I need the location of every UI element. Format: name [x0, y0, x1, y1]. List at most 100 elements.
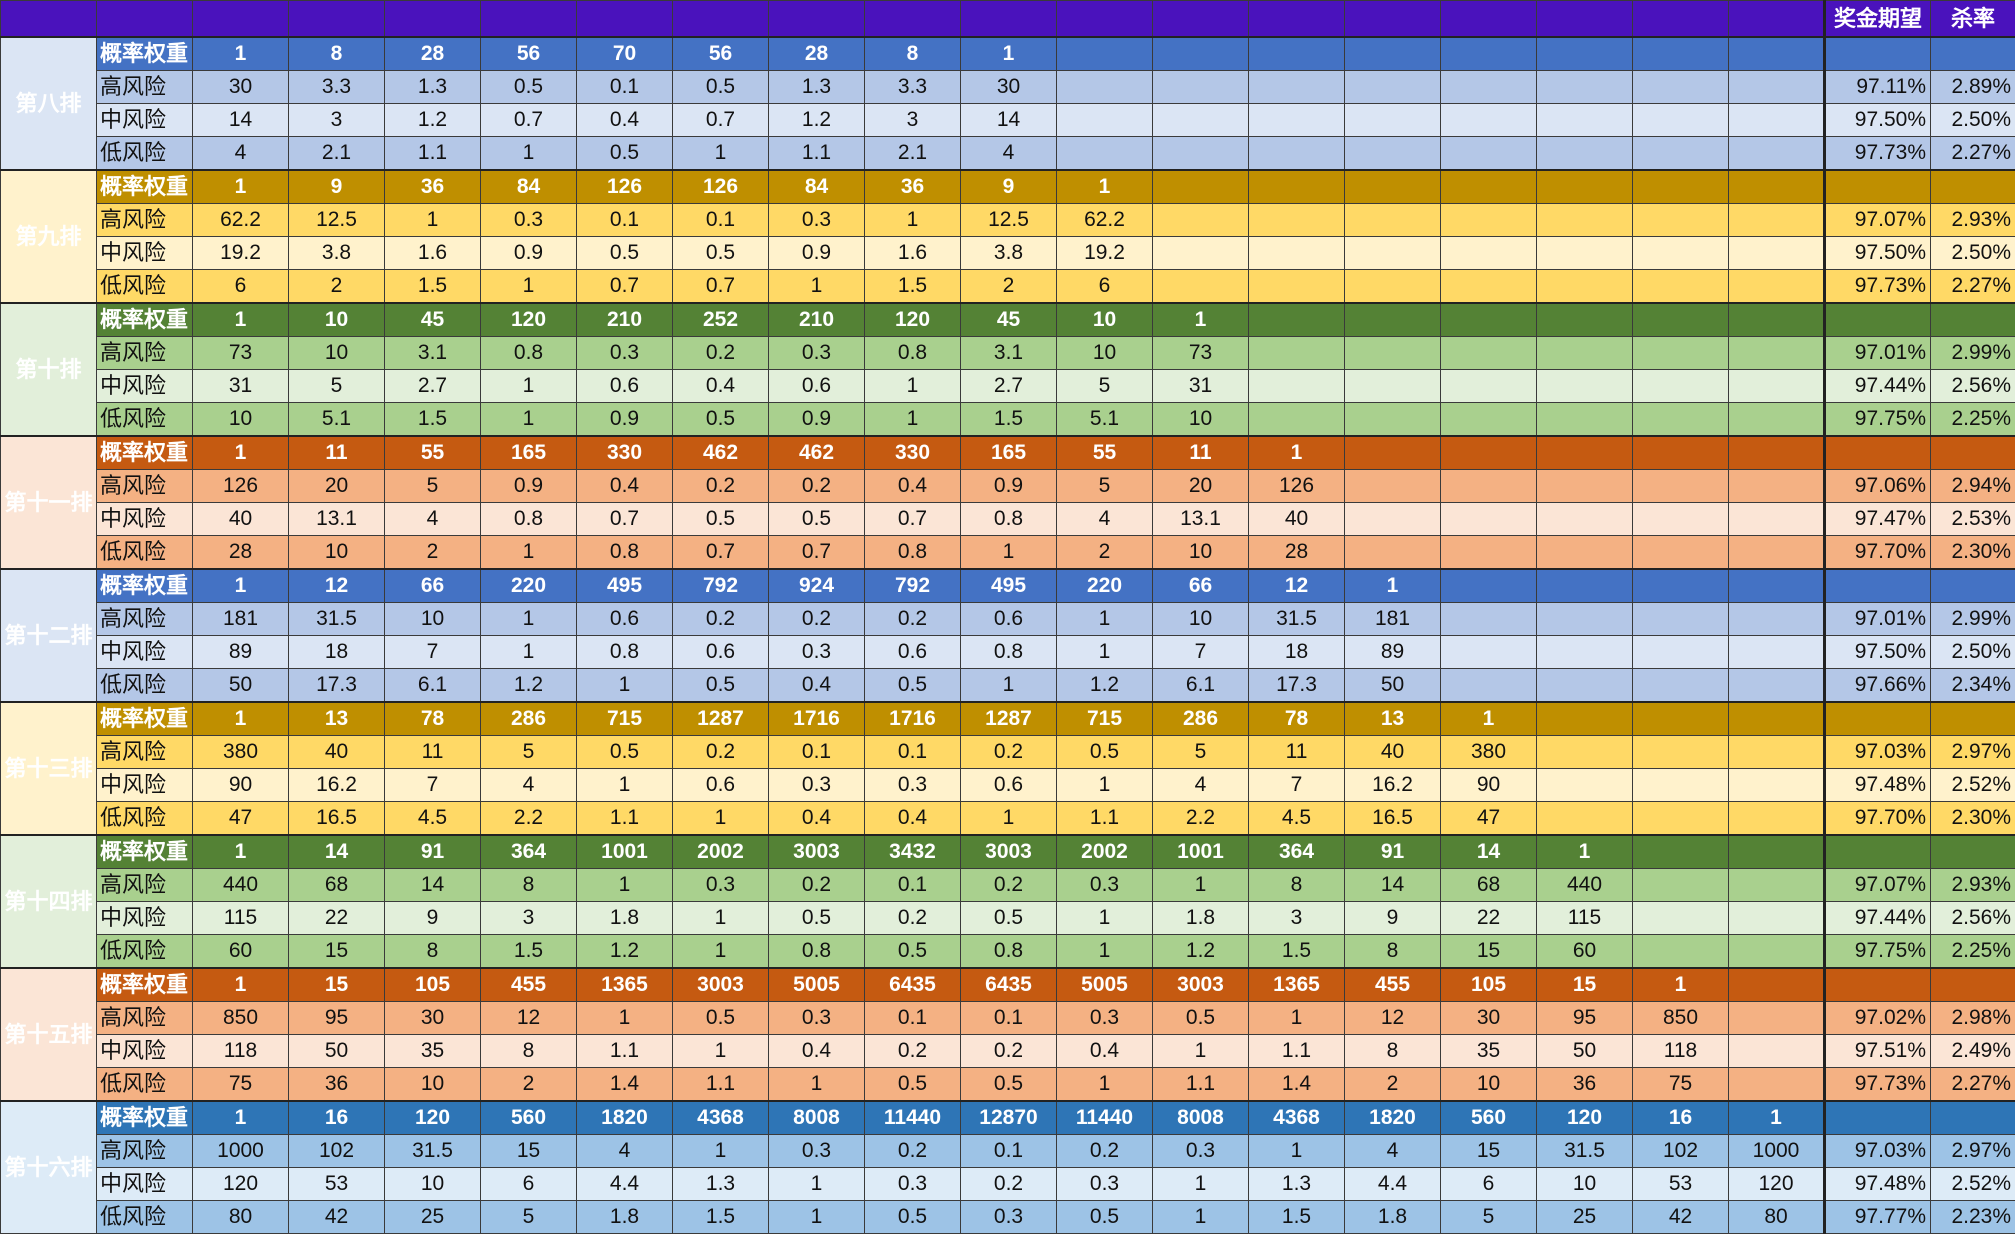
value-cell[interactable] — [1536, 502, 1633, 536]
value-cell[interactable]: 0.5 — [672, 70, 769, 104]
value-cell[interactable]: 0.2 — [672, 735, 769, 769]
value-cell[interactable]: 3003 — [768, 834, 865, 869]
kill-rate-cell[interactable]: 2.50% — [1930, 236, 2015, 270]
value-cell[interactable]: 0.8 — [864, 535, 961, 570]
row-label[interactable]: 中风险 — [96, 369, 193, 403]
value-cell[interactable]: 120 — [864, 302, 961, 337]
value-cell[interactable]: 364 — [1248, 834, 1345, 869]
value-cell[interactable]: 102 — [288, 1134, 385, 1168]
value-cell[interactable] — [1152, 269, 1249, 304]
row-label[interactable]: 低风险 — [96, 136, 193, 171]
kill-rate-cell[interactable]: 2.52% — [1930, 768, 2015, 802]
value-cell[interactable]: 40 — [1344, 735, 1441, 769]
value-cell[interactable]: 15 — [1440, 1134, 1537, 1168]
value-cell[interactable]: 1 — [768, 269, 865, 304]
value-cell[interactable]: 6435 — [864, 967, 961, 1002]
value-cell[interactable]: 0.5 — [1056, 1200, 1153, 1234]
expected-value-cell[interactable]: 97.50% — [1823, 103, 1931, 137]
value-cell[interactable] — [1248, 36, 1345, 71]
value-cell[interactable] — [1344, 269, 1441, 304]
value-cell[interactable]: 0.8 — [480, 502, 577, 536]
row-group-label[interactable]: 第八排 — [0, 36, 97, 171]
value-cell[interactable]: 1.6 — [384, 236, 481, 270]
value-cell[interactable]: 5 — [1056, 469, 1153, 503]
value-cell[interactable] — [1632, 70, 1729, 104]
value-cell[interactable]: 120 — [1728, 1167, 1825, 1201]
value-cell[interactable]: 2 — [1056, 535, 1153, 570]
value-cell[interactable]: 0.2 — [960, 1034, 1057, 1068]
value-cell[interactable]: 0.2 — [864, 1034, 961, 1068]
value-cell[interactable] — [1344, 535, 1441, 570]
value-cell[interactable]: 80 — [1728, 1200, 1825, 1234]
value-cell[interactable]: 0.6 — [960, 768, 1057, 802]
value-cell[interactable]: 1.8 — [1344, 1200, 1441, 1234]
value-cell[interactable] — [1632, 701, 1729, 736]
value-cell[interactable]: 560 — [1440, 1100, 1537, 1135]
value-cell[interactable] — [1728, 502, 1825, 536]
value-cell[interactable]: 15 — [1440, 934, 1537, 969]
value-cell[interactable]: 20 — [288, 469, 385, 503]
value-cell[interactable]: 31 — [1152, 369, 1249, 403]
value-cell[interactable] — [1344, 502, 1441, 536]
value-cell[interactable] — [1440, 136, 1537, 171]
value-cell[interactable] — [1728, 1001, 1825, 1035]
value-cell[interactable]: 3.8 — [960, 236, 1057, 270]
value-cell[interactable]: 0.4 — [864, 469, 961, 503]
value-cell[interactable]: 0.9 — [480, 236, 577, 270]
header-cell[interactable] — [864, 0, 961, 38]
kill-rate-cell[interactable]: 2.97% — [1930, 1134, 2015, 1168]
value-cell[interactable]: 1.2 — [576, 934, 673, 969]
row-label[interactable]: 中风险 — [96, 1167, 193, 1201]
value-cell[interactable] — [1344, 236, 1441, 270]
value-cell[interactable]: 1.3 — [1248, 1167, 1345, 1201]
kill-rate-cell[interactable]: 2.27% — [1930, 1067, 2015, 1102]
value-cell[interactable] — [1728, 435, 1825, 470]
value-cell[interactable]: 0.3 — [672, 868, 769, 902]
value-cell[interactable]: 0.5 — [672, 236, 769, 270]
value-cell[interactable]: 2.2 — [480, 801, 577, 836]
row-label[interactable]: 低风险 — [96, 535, 193, 570]
value-cell[interactable] — [1728, 602, 1825, 636]
value-cell[interactable] — [1728, 535, 1825, 570]
value-cell[interactable]: 84 — [480, 169, 577, 204]
value-cell[interactable] — [1440, 203, 1537, 237]
value-cell[interactable] — [1152, 70, 1249, 104]
value-cell[interactable]: 8 — [1248, 868, 1345, 902]
value-cell[interactable]: 28 — [1248, 535, 1345, 570]
value-cell[interactable]: 1.2 — [480, 668, 577, 703]
value-cell[interactable]: 0.2 — [1056, 1134, 1153, 1168]
value-cell[interactable]: 45 — [960, 302, 1057, 337]
value-cell[interactable]: 91 — [1344, 834, 1441, 869]
value-cell[interactable]: 12 — [1248, 568, 1345, 603]
kill-rate-cell[interactable]: 2.98% — [1930, 1001, 2015, 1035]
value-cell[interactable]: 1 — [576, 668, 673, 703]
expected-value-cell[interactable] — [1823, 701, 1931, 736]
value-cell[interactable]: 0.1 — [864, 868, 961, 902]
value-cell[interactable]: 1 — [1056, 169, 1153, 204]
value-cell[interactable]: 62.2 — [192, 203, 289, 237]
value-cell[interactable]: 364 — [480, 834, 577, 869]
value-cell[interactable]: 1 — [960, 535, 1057, 570]
value-cell[interactable]: 495 — [960, 568, 1057, 603]
value-cell[interactable]: 8008 — [1152, 1100, 1249, 1135]
value-cell[interactable] — [1728, 203, 1825, 237]
expected-value-cell[interactable]: 97.48% — [1823, 1167, 1931, 1201]
value-cell[interactable] — [1440, 402, 1537, 437]
value-cell[interactable]: 20 — [1152, 469, 1249, 503]
value-cell[interactable]: 0.5 — [672, 668, 769, 703]
value-cell[interactable] — [1440, 103, 1537, 137]
value-cell[interactable]: 11 — [1152, 435, 1249, 470]
value-cell[interactable]: 126 — [576, 169, 673, 204]
kill-rate-cell[interactable] — [1930, 701, 2015, 736]
value-cell[interactable]: 25 — [1536, 1200, 1633, 1234]
value-cell[interactable]: 1820 — [1344, 1100, 1441, 1135]
value-cell[interactable]: 0.3 — [1056, 1001, 1153, 1035]
value-cell[interactable] — [1440, 236, 1537, 270]
value-cell[interactable] — [1056, 36, 1153, 71]
value-cell[interactable]: 3 — [1248, 901, 1345, 935]
value-cell[interactable]: 1 — [192, 1100, 289, 1135]
value-cell[interactable]: 1 — [1440, 701, 1537, 736]
value-cell[interactable] — [1728, 635, 1825, 669]
value-cell[interactable] — [1248, 103, 1345, 137]
value-cell[interactable]: 1 — [1728, 1100, 1825, 1135]
